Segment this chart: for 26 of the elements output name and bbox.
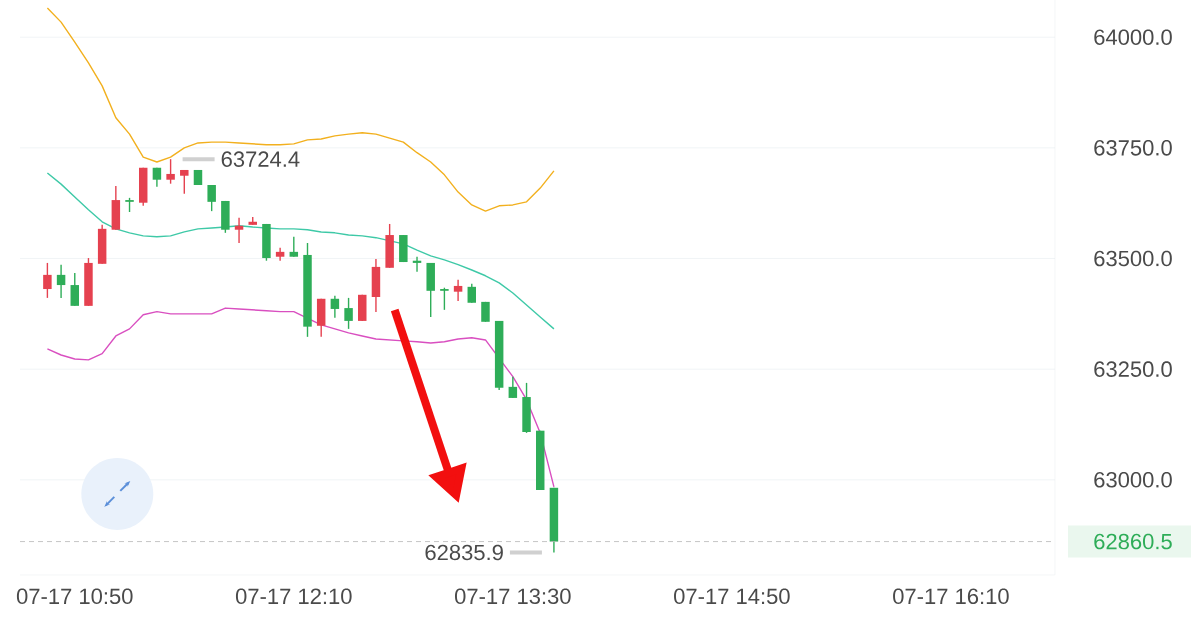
y-tick-label: 63000.0 bbox=[1094, 472, 1172, 488]
y-tick-label: 63750.0 bbox=[1094, 140, 1172, 156]
x-tick-label: 07-17 13:30 bbox=[455, 588, 571, 605]
candlestick bbox=[344, 297, 353, 330]
x-tick-label: 07-17 14:50 bbox=[674, 588, 790, 605]
x-tick-label: 07-17 10:50 bbox=[16, 588, 133, 605]
candlestick bbox=[56, 263, 66, 299]
candlestick bbox=[234, 217, 244, 244]
candlestick bbox=[330, 294, 340, 319]
ref-line-label: 62860.5 bbox=[1094, 533, 1172, 550]
candlestick bbox=[289, 236, 299, 258]
candlestick bbox=[70, 272, 80, 307]
candlestick bbox=[43, 262, 52, 299]
x-tick-label: 07-17 16:10 bbox=[893, 588, 1009, 605]
candlestick bbox=[166, 158, 175, 185]
y-tick-label: 63250.0 bbox=[1094, 361, 1172, 377]
x-tick-label: 07-17 12:10 bbox=[235, 588, 352, 605]
candlestick bbox=[467, 283, 477, 304]
y-tick-label: 63500.0 bbox=[1094, 250, 1172, 267]
annotation: 62835.9 bbox=[425, 544, 503, 561]
candlestick bbox=[207, 184, 216, 212]
candlestick bbox=[440, 287, 449, 311]
annotation: 63724.4 bbox=[221, 151, 300, 167]
y-tick-label: 64000.0 bbox=[1094, 29, 1172, 45]
candlestick bbox=[508, 375, 518, 399]
candlestick bbox=[453, 279, 463, 302]
